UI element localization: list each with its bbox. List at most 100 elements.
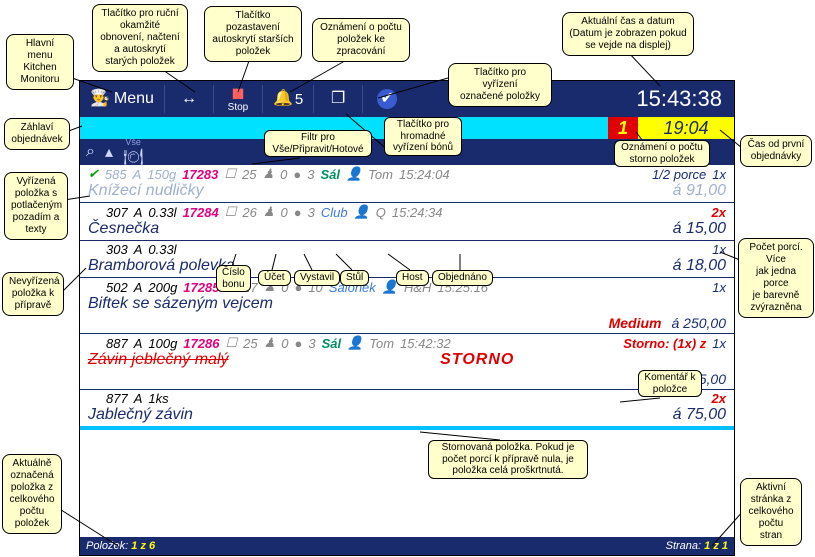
footer-left-value: 1 z 6 [131,540,155,552]
order-portion: 1/2 porce [652,167,706,182]
order-mult: 2x [712,205,726,220]
refresh-button[interactable]: ↔ [169,83,209,115]
order-price: á 91,00 [673,182,726,200]
stack-icon: ❐ [331,91,345,107]
check-icon: ✔ [377,89,397,109]
menu-label: Menu [114,90,154,108]
order-p2: 0 [280,167,287,182]
stop-label: Stop [228,102,249,113]
filter-all[interactable]: Vše 🍽 [123,137,143,167]
order-guests: 25 [243,336,257,351]
order-guests: 26 [242,205,256,220]
footer-left-label: Položek: [86,540,128,552]
order-bon: 17283 [182,167,218,182]
notifications-button[interactable]: 🔔 5 [267,83,309,115]
order-time: 15:24:04 [399,167,450,182]
order-time: 15:24:34 [392,205,443,220]
up-icon[interactable]: ▴ [105,142,113,162]
order-waiter: Tom [369,336,394,351]
footer-right: Strana: 1 z 1 [666,540,728,552]
order-name: Česnečka [88,220,159,238]
callout-check: Tlačítko pro vyřízení označené položky [448,63,552,107]
callout-storno: Oznámení o počtu storno položek [614,140,710,167]
menu-button[interactable]: 👨‍🍳 Menu [84,83,160,115]
order-num: 307 [106,205,128,220]
square-icon: ☐ [225,204,237,220]
search-icon[interactable]: ⌕ [86,143,95,161]
order-name: Biftek se sázeným vejcem [88,295,273,313]
callout-main-menu: Hlavní menu Kitchen Monitoru [6,34,74,90]
order-p3: 3 [307,167,314,182]
order-room: Sál [320,167,340,182]
order-num: 502 [106,280,128,295]
storno-count-badge[interactable]: 1 [608,117,638,139]
callout-stack: Tlačítko pro hromadné vyřízení bónů [384,117,462,156]
stop-button[interactable]: ◼ Stop [218,83,258,115]
separator [362,85,363,113]
order-num: 887 [106,336,128,351]
order-row[interactable]: ✔ 585 A 150g 17283 ☐ 25 ♟ 0 ● 3 Sál 👤 To… [80,165,734,203]
callout-comment: Komentář k položce [638,370,702,397]
waiter-icon: 👤 [347,335,363,351]
callout-page: Aktivní stránka z celkového počtu stran [740,478,802,546]
order-name: Závin jeblečný malý [88,351,229,369]
batch-button[interactable]: ❐ [318,83,358,115]
order-area: A [134,336,143,351]
order-num: 585 [105,167,127,182]
order-row[interactable]: 502 A 200g 17285 ☐ 27 ♟ 0 ● 10 Salónek 👤… [80,278,734,334]
order-mult: 1x [712,242,726,257]
callout-filter: Filtr pro Vše/Připravit/Hotové [264,130,372,157]
col-label-vystavil: Vystavil [294,270,340,286]
order-waiter: Q [376,205,386,220]
separator [313,85,314,113]
order-row[interactable]: 307 A 0.33l 17284 ☐ 26 ♟ 0 ● 3 Club 👤 Q … [80,203,734,241]
order-name: Jablečný závin [88,406,193,424]
order-price: á 250,00 [672,315,727,331]
order-price: á 75,00 [673,406,726,424]
chef-icon: 👨‍🍳 [90,91,110,107]
order-area: A [134,391,143,406]
order-name: Knížecí nudličky [88,182,204,200]
order-name: Bramborová polevka [88,257,235,275]
order-mult: 1x [712,336,726,351]
order-size: 100g [148,336,177,351]
order-mult: 2x [712,391,726,406]
separator [164,85,165,113]
order-area: A [134,280,143,295]
order-bon: 17284 [183,205,219,220]
order-mult: 1x [712,280,726,295]
order-p2: 0 [281,336,288,351]
dish-icon: 🍽 [123,147,143,167]
order-p3: 3 [308,336,315,351]
order-price: á 18,00 [673,257,726,275]
order-size: 0.33l [148,242,176,257]
order-row-selected[interactable]: 877 A 1ks 2x Jablečný závin á 75,00 [80,390,734,430]
dot-icon: ● [294,336,302,351]
stop-icon: ◼ [231,86,244,102]
bell-icon: 🔔 [273,91,293,107]
footer-left: Položek: 1 z 6 [86,540,155,552]
square-icon: ☐ [224,166,236,182]
order-row-storno[interactable]: 887 A 100g 17286 ☐ 25 ♟ 0 ● 3 Sál 👤 Tom … [80,334,734,390]
complete-button[interactable]: ✔ [367,83,407,115]
col-label-host: Host [396,270,429,286]
order-waiter: Tom [368,167,393,182]
refresh-icon: ↔ [181,91,197,107]
order-area: A [133,167,142,182]
order-num: 877 [106,391,128,406]
order-mult: 1x [712,167,726,182]
col-label-objednano: Objednáno [432,270,493,286]
toolbar: 👨‍🍳 Menu ↔ ◼ Stop 🔔 5 ❐ ✔ 15:43:38 [80,81,734,117]
waiter-icon: 👤 [346,166,362,182]
status-bar: Položek: 1 z 6 Strana: 1 z 1 [80,537,734,555]
done-check-icon: ✔ [88,166,99,182]
order-guests: 25 [242,167,256,182]
callout-refresh: Tlačítko pro ruční okamžité obnovení, na… [92,4,188,72]
order-p3: 3 [308,205,315,220]
order-bon: 17286 [183,336,219,351]
dot-icon: ● [293,167,301,182]
square-icon: ☐ [225,335,237,351]
order-num: 303 [106,242,128,257]
callout-pending: Nevyřízená položka k přípravě [2,272,64,316]
callout-header: Záhlaví objednávek [4,118,70,150]
